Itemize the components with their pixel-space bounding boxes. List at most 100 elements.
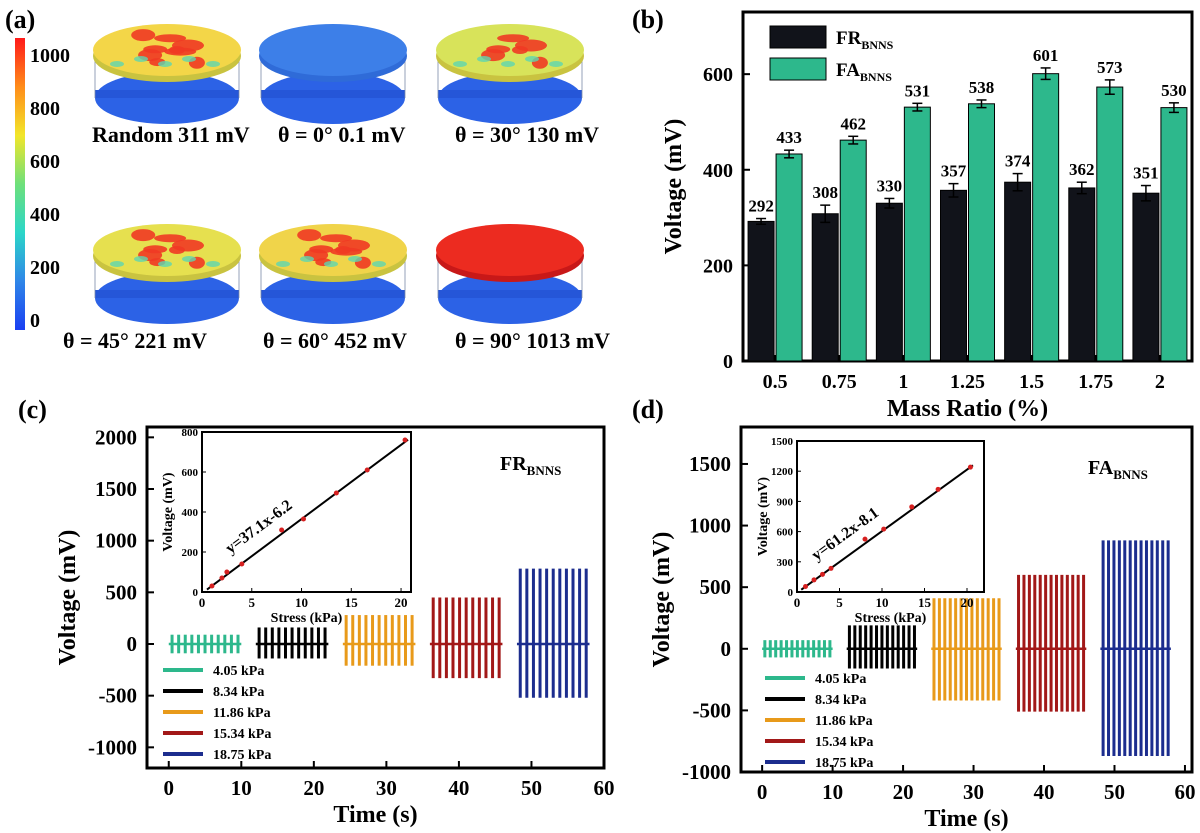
inset-data-point (828, 565, 834, 571)
bar-FRBNNS (1004, 181, 1032, 362)
panel-label-b: (b) (632, 5, 664, 34)
x-tick-label: 1.25 (950, 371, 985, 393)
disc-6: θ = 90° 1013 mV (436, 224, 610, 353)
bottom-disc-edge (95, 90, 239, 98)
bar-FABNNS (903, 106, 931, 362)
colorbar-tick-label: 400 (30, 204, 60, 226)
legend-label: 4.05 kPa (815, 672, 866, 687)
hot-spot (330, 247, 363, 256)
hot-spot (143, 45, 168, 54)
inset-y-tick-label: 300 (777, 557, 794, 569)
disc-label: θ = 30° 130 mV (455, 122, 599, 147)
signal-405kPa (168, 634, 242, 654)
bar-value-label: 330 (877, 176, 903, 195)
inset-data-point (219, 575, 225, 581)
signal-405kPa (762, 640, 833, 658)
inset-x-tick-label: 10 (876, 595, 889, 610)
bar-value-label: 573 (1097, 58, 1123, 77)
y-axis-label: Voltage (mV) (55, 530, 81, 666)
x-tick-label: 10 (822, 780, 843, 804)
x-tick-label: 50 (521, 776, 542, 800)
cool-spot (134, 56, 148, 62)
panel-title: FABNNS (1088, 457, 1148, 482)
cool-spot (134, 256, 148, 262)
legend-swatch (769, 25, 827, 49)
signal-834kPa (255, 627, 329, 659)
legend-label: 18.75 kPa (815, 756, 873, 771)
x-tick-label: 40 (1034, 780, 1055, 804)
x-tick-label: 30 (963, 780, 984, 804)
cool-spot (372, 261, 386, 267)
inset-x-tick-label: 5 (836, 595, 843, 610)
bar-FABNNS (968, 103, 995, 362)
y-tick-label: 400 (703, 160, 733, 182)
cool-spot (182, 56, 196, 62)
inset-y-tick-label: 800 (182, 427, 199, 439)
inset-x-tick-label: 20 (961, 595, 974, 610)
x-tick-label: 20 (303, 776, 324, 800)
inset-x-tick-label: 20 (395, 595, 408, 610)
disc-simulations: Random 311 mV θ = 0° 0.1 mV θ = 30° 130 mV… (63, 24, 610, 353)
cool-spot (182, 256, 196, 262)
hot-spot (143, 245, 168, 254)
bar-FRBNNS (811, 213, 839, 362)
inset-x-tick-label: 0 (199, 595, 206, 610)
inset-y-tick-label: 600 (182, 467, 199, 479)
disc-label: θ = 0° 0.1 mV (278, 122, 406, 147)
inset-x-axis-label: Stress (kPa) (271, 611, 343, 626)
disc-label: θ = 45° 221 mV (63, 328, 207, 353)
disc-label: θ = 90° 1013 mV (455, 328, 610, 353)
y-tick-label: -1000 (88, 735, 137, 759)
inset-data-point (209, 583, 215, 589)
inset-data-point (402, 437, 408, 443)
inset-y-tick-label: 0 (788, 587, 794, 599)
inset-x-tick-label: 15 (345, 595, 359, 610)
disc-4: θ = 45° 221 mV (63, 224, 241, 353)
inset-data-point (909, 504, 915, 510)
y-tick-label: 200 (703, 255, 733, 277)
x-tick-label: 50 (1104, 780, 1125, 804)
bar-FRBNNS (747, 220, 775, 362)
x-tick-label: 30 (376, 776, 397, 800)
bottom-disc-edge (95, 290, 239, 298)
hot-spot (320, 234, 353, 243)
bar-value-label: 462 (840, 114, 866, 133)
y-axis-label: Voltage (mV) (649, 532, 675, 668)
bar-value-label: 531 (905, 81, 931, 100)
x-tick-label: 2 (1155, 371, 1165, 393)
bar-value-label: 351 (1133, 164, 1159, 183)
legend-label: 8.34 kPa (815, 693, 866, 708)
legend-label: FABNNS (836, 60, 892, 84)
legend-swatch (769, 57, 827, 81)
x-tick-label: 20 (893, 780, 914, 804)
x-tick-label: 60 (594, 776, 615, 800)
bar-value-label: 433 (776, 128, 802, 147)
legend-label: 15.34 kPa (213, 727, 271, 742)
bottom-disc-edge (261, 90, 405, 98)
x-tick-label: 0 (757, 780, 768, 804)
y-axis-label: Voltage (mV) (661, 119, 687, 255)
signal-1186kPa (931, 598, 1002, 701)
bar-value-label: 362 (1069, 160, 1095, 179)
legend-label: 11.86 kPa (213, 706, 271, 721)
bottom-disc-edge (438, 290, 582, 298)
inset-data-point (239, 561, 245, 567)
cool-spot (477, 56, 491, 62)
legend-label: 15.34 kPa (815, 735, 873, 750)
cool-spot (276, 261, 290, 267)
y-tick-label: 1500 (689, 452, 731, 476)
hot-spot (164, 47, 197, 56)
panel-title: FRBNNS (500, 453, 561, 478)
hot-spot (154, 34, 187, 43)
inset-x-tick-label: 0 (794, 595, 801, 610)
colorbar-tick-label: 200 (30, 257, 60, 279)
bar-FABNNS (1032, 73, 1060, 362)
cool-spot (206, 261, 220, 267)
colorbar-tick-label: 1000 (30, 45, 70, 67)
cool-spot (110, 61, 124, 67)
disc-1: Random 311 mV (92, 24, 250, 147)
inset-data-point (935, 486, 941, 492)
inset-data-point (224, 569, 230, 575)
